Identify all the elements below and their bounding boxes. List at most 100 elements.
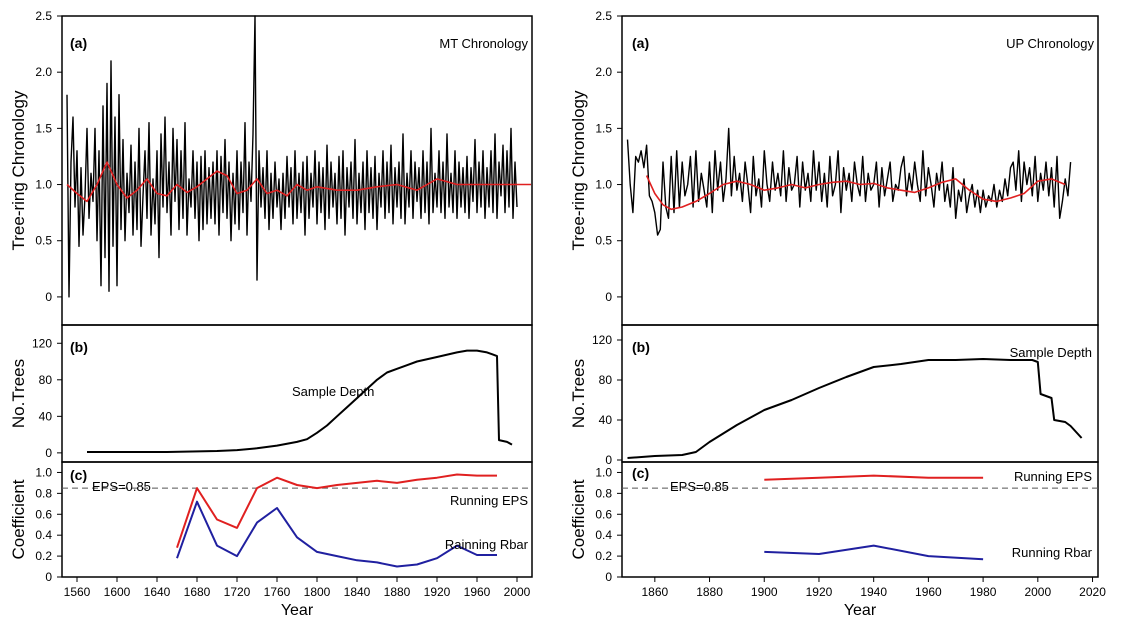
x-tick-label: 1900	[751, 585, 778, 599]
x-axis-label: Year	[844, 602, 877, 619]
x-axis-label: Year	[281, 602, 314, 619]
y-tick-label: 0	[605, 290, 612, 304]
chart-left: 0 0.5 1.0 1.5 2.0 2.5 Tree-ring Chronology (a) M…	[9, 9, 533, 619]
panel-right-0: 0 0.5 1.0 1.5 2.0 2.5 Tree-ring Chronology (a) U…	[569, 9, 1099, 326]
x-tick-label: 1960	[915, 585, 942, 599]
y-tick-label: 0	[605, 570, 612, 584]
y-tick-label: 1.0	[595, 178, 612, 192]
x-tick-label: 1860	[641, 585, 668, 599]
panel-frame	[61, 461, 533, 578]
y-tick-label: 0.2	[595, 549, 612, 563]
series-eps	[176, 473, 497, 549]
x-tick-label: 1840	[344, 585, 371, 599]
panel-left-2: 0 0.2 0.4 0.6 0.8 1.0 Coefficient (c) EPS=0.85 Ru…	[9, 461, 533, 619]
series-raw	[66, 15, 518, 298]
panel-right-1: 0 40 80 120 No.Trees (b) Sample Depth	[569, 324, 1099, 467]
y-axis-label: Coefficient	[9, 479, 28, 559]
panel-left-1: 0 40 80 120 No.Trees (b) Sample Depth	[9, 324, 533, 463]
x-tick-label: 1560	[64, 585, 91, 599]
series-depth	[627, 358, 1083, 459]
series-depth	[87, 349, 513, 453]
chart-right: 0 0.5 1.0 1.5 2.0 2.5 Tree-ring Chronology (a) U…	[569, 9, 1106, 619]
legend-eps: Running EPS	[450, 493, 528, 508]
series-raw	[626, 127, 1072, 236]
eps-threshold-label: EPS=0.85	[92, 479, 151, 494]
panel-tag: (b)	[70, 339, 88, 355]
eps-threshold-label: EPS=0.85	[670, 479, 729, 494]
y-tick-label: 0.6	[595, 507, 612, 521]
y-tick-label: 2.0	[35, 65, 52, 79]
y-tick-label: 80	[39, 373, 53, 387]
series-eps	[764, 474, 984, 481]
x-tick-label: 2020	[1079, 585, 1106, 599]
y-tick-label: 1.5	[35, 121, 52, 135]
x-tick-label: 1680	[184, 585, 211, 599]
y-tick-label: 0	[605, 453, 612, 467]
y-tick-label: 2.5	[35, 9, 52, 23]
panel-tag: (b)	[632, 339, 650, 355]
panel-frame	[621, 461, 1099, 578]
panel-right-2: 0 0.2 0.4 0.6 0.8 1.0 Coefficient (c) EPS=0.85 Ru…	[569, 461, 1106, 619]
x-tick-label: 1920	[424, 585, 451, 599]
series-rbar	[176, 500, 497, 568]
panel-title: Sample Depth	[292, 384, 374, 399]
legend-rbar: Running Rbar	[1012, 545, 1093, 560]
y-tick-label: 2.5	[595, 9, 612, 23]
y-tick-label: 1.5	[595, 121, 612, 135]
x-tick-label: 1640	[144, 585, 171, 599]
x-tick-label: 1720	[224, 585, 251, 599]
x-tick-label: 1880	[384, 585, 411, 599]
series-rbar	[764, 544, 984, 561]
x-tick-label: 1940	[860, 585, 887, 599]
y-tick-label: 80	[599, 373, 613, 387]
y-tick-label: 0.2	[35, 549, 52, 563]
y-tick-label: 0.4	[35, 528, 52, 542]
x-tick-label: 1960	[464, 585, 491, 599]
panel-frame	[61, 15, 533, 326]
panel-left-0: 0 0.5 1.0 1.5 2.0 2.5 Tree-ring Chronology (a) M…	[9, 9, 533, 326]
y-tick-label: 2.0	[595, 65, 612, 79]
y-tick-label: 0.6	[35, 507, 52, 521]
panel-tag: (c)	[70, 467, 87, 483]
panel-title: Sample Depth	[1010, 345, 1092, 360]
y-tick-label: 120	[592, 333, 612, 347]
y-tick-label: 0	[45, 290, 52, 304]
y-axis-label: No.Trees	[569, 359, 588, 428]
y-tick-label: 0.4	[595, 528, 612, 542]
y-axis-label: Coefficient	[569, 479, 588, 559]
panel-title: UP Chronology	[1006, 36, 1094, 51]
x-tick-label: 1760	[264, 585, 291, 599]
legend-eps: Running EPS	[1014, 469, 1092, 484]
y-tick-label: 1.0	[595, 465, 612, 479]
y-tick-label: 0.8	[595, 486, 612, 500]
y-tick-label: 1.0	[35, 465, 52, 479]
y-tick-label: 120	[32, 336, 52, 350]
y-tick-label: 1.0	[35, 178, 52, 192]
x-tick-label: 1600	[104, 585, 131, 599]
panel-tag: (c)	[632, 465, 649, 481]
x-tick-label: 1880	[696, 585, 723, 599]
series-smooth	[645, 175, 1066, 211]
y-tick-label: 0.5	[35, 234, 52, 248]
x-tick-label: 1980	[970, 585, 997, 599]
y-tick-label: 0.5	[595, 234, 612, 248]
panel-frame	[621, 15, 1099, 326]
y-tick-label: 40	[39, 409, 53, 423]
y-tick-label: 0.8	[35, 486, 52, 500]
x-tick-label: 1800	[304, 585, 331, 599]
x-tick-label: 2000	[504, 585, 531, 599]
x-tick-label: 1920	[806, 585, 833, 599]
y-tick-label: 40	[599, 413, 613, 427]
y-axis-label: Tree-ring Chronology	[9, 90, 28, 250]
y-tick-label: 0	[45, 570, 52, 584]
panel-title: MT Chronology	[439, 36, 528, 51]
y-tick-label: 0	[45, 446, 52, 460]
panel-tag: (a)	[70, 35, 87, 51]
panel-tag: (a)	[632, 35, 649, 51]
series-smooth	[66, 161, 531, 203]
y-axis-label: Tree-ring Chronology	[569, 90, 588, 250]
y-axis-label: No.Trees	[9, 359, 28, 428]
x-tick-label: 2000	[1024, 585, 1051, 599]
legend-rbar: Rainning Rbar	[445, 537, 529, 552]
